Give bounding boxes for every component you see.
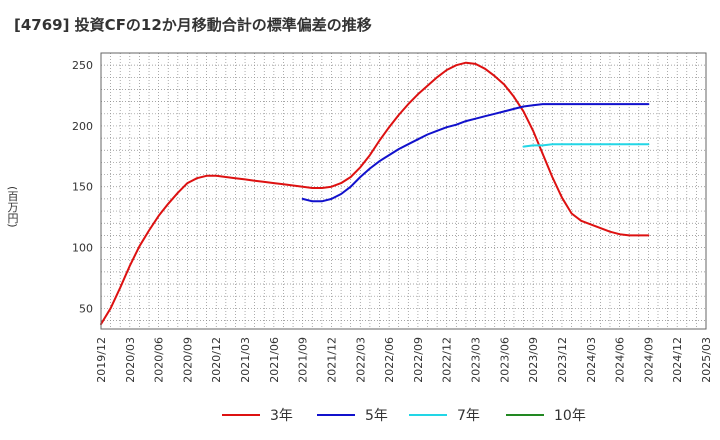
x-tick-label: 2020/12 [210,337,223,383]
x-tick-label: 2024/06 [614,337,627,383]
legend-label: 5年 [365,408,388,424]
y-tick-label: 150 [72,181,93,194]
legend-item: 3年 [222,402,293,428]
x-tick-label: 2020/03 [124,337,137,383]
legend-item: 5年 [317,402,388,428]
x-tick-label: 2024/03 [585,337,598,383]
y-tick-label: 200 [72,120,93,133]
x-tick-labels: 2019/12 2020/03 2020/06 2020/09 2020/12 2021/… [95,337,713,383]
x-tick-label: 2024/09 [642,337,655,383]
series-lines [100,61,650,326]
legend-swatch [409,414,447,416]
legend-swatch [317,414,355,416]
x-tick-label: 2023/09 [527,337,540,383]
x-tick-label: 2023/06 [498,337,511,383]
x-tick-label: 2020/06 [153,337,166,383]
x-tick-label: 2023/12 [556,337,569,383]
legend-label: 7年 [457,408,480,424]
y-tick-label: 250 [72,59,93,72]
series-line [301,103,650,203]
x-tick-label: 2022/09 [412,337,425,383]
legend-label: 3年 [270,408,293,424]
plot-frame [100,52,707,330]
chart-title: [4769] 投資CFの12か月移動合計の標準偏差の推移 [14,16,372,34]
grid-lines [101,53,706,329]
x-tick-label: 2021/06 [268,337,281,383]
x-tick-label: 2019/12 [95,337,108,383]
x-tick-label: 2021/09 [297,337,310,383]
legend-swatch [506,414,544,416]
x-tick-label: 2024/12 [671,337,684,383]
x-tick-label: 2021/03 [239,337,252,383]
series-line [100,61,650,326]
x-tick-label: 2022/06 [383,337,396,383]
y-tick-label: 50 [79,302,93,315]
x-tick-label: 2020/09 [181,337,194,383]
x-tick-label: 2023/03 [470,337,483,383]
legend-item: 7年 [409,402,480,428]
x-tick-label: 2022/03 [354,337,367,383]
legend: 3年 5年 7年 10年 [0,402,720,428]
y-axis-label: (百万円) [6,186,19,228]
legend-label: 10年 [554,408,586,424]
series-line [522,143,650,148]
x-tick-label: 2021/12 [325,337,338,383]
y-tick-labels: 50 100 150 200 250 [72,59,93,315]
y-tick-label: 100 [72,242,93,255]
legend-item: 10年 [506,402,586,428]
legend-swatch [222,414,260,416]
x-tick-label: 2025/03 [700,337,713,383]
x-tick-label: 2022/12 [441,337,454,383]
